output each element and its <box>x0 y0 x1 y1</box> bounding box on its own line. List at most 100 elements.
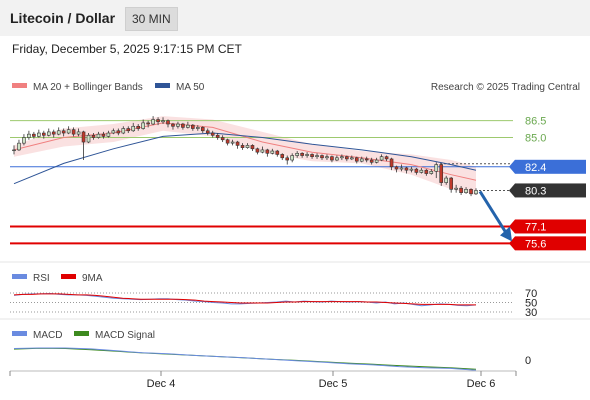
candle <box>205 130 210 134</box>
macd-legend-label: MACD <box>33 330 62 341</box>
candle <box>300 152 304 156</box>
macd-signal-legend-label: MACD Signal <box>95 330 155 341</box>
candle <box>474 190 478 195</box>
candle <box>96 133 101 138</box>
ma50-legend-label: MA 50 <box>176 82 205 93</box>
candle <box>210 132 215 136</box>
time-axis-label: Dec 6 <box>467 378 496 390</box>
candle <box>399 167 404 170</box>
candle <box>46 131 51 136</box>
rsi-ma-legend-swatch <box>61 274 76 279</box>
candle <box>335 157 339 161</box>
candle <box>166 120 170 125</box>
level-label-82.4: 82.4 <box>525 162 546 174</box>
ma20-legend-swatch <box>12 83 27 88</box>
candle <box>51 131 56 135</box>
candle <box>176 123 180 127</box>
candle <box>146 122 150 125</box>
level-label-75.6: 75.6 <box>525 238 546 250</box>
candle <box>310 154 314 157</box>
macd-tick-0: 0 <box>525 355 531 367</box>
chart-title: Litecoin / Dollar <box>10 10 116 26</box>
candle <box>196 127 200 129</box>
level-tag-80.3 <box>515 183 586 198</box>
candle <box>290 155 294 161</box>
candle <box>369 159 374 163</box>
candle <box>126 128 131 132</box>
chart-header <box>0 0 590 36</box>
candle <box>131 125 136 132</box>
time-axis-label: Dec 5 <box>319 378 348 390</box>
timestamp: Friday, December 5, 2025 9:17:15 PM CET <box>12 42 242 56</box>
candle <box>255 148 260 153</box>
candle <box>429 171 434 174</box>
candle <box>245 145 250 148</box>
candle <box>121 128 126 134</box>
candle <box>81 131 86 143</box>
candle <box>260 149 265 153</box>
rsi-ma-legend-label: 9MA <box>82 273 103 284</box>
candle <box>345 156 349 160</box>
candle <box>379 156 384 161</box>
rsi-tick-30: 30 <box>525 307 537 319</box>
candle <box>181 123 185 128</box>
candle <box>191 124 195 129</box>
candle <box>359 158 364 162</box>
level-tag-77.1 <box>515 219 586 234</box>
candle <box>454 187 458 190</box>
candle <box>215 134 220 138</box>
candle <box>12 149 16 152</box>
ma50-legend-swatch <box>155 83 170 88</box>
level-label-86.5: 86.5 <box>525 116 546 128</box>
candle <box>156 119 160 123</box>
candle <box>325 156 329 159</box>
candle <box>305 154 309 156</box>
macd-signal-legend-swatch <box>74 331 89 336</box>
candle <box>330 156 334 161</box>
candle <box>225 139 230 144</box>
level-tag-75.6 <box>515 236 586 251</box>
candle <box>384 156 389 160</box>
level-label-77.1: 77.1 <box>525 221 546 233</box>
candle <box>37 132 41 137</box>
candle <box>42 132 46 136</box>
level-label-80.3: 80.3 <box>525 185 546 197</box>
candle <box>350 157 354 160</box>
candle <box>414 168 419 173</box>
candle <box>364 158 369 161</box>
candle <box>71 129 76 135</box>
candle <box>200 127 205 132</box>
candle <box>186 124 190 128</box>
candle <box>230 141 235 144</box>
rsi-ma-line <box>13 293 476 306</box>
candle <box>91 134 96 138</box>
candle <box>459 187 463 193</box>
rsi-legend-swatch <box>12 274 27 279</box>
level-tag-pointer-75.6 <box>509 236 515 251</box>
macd-signal-line <box>13 347 477 370</box>
level-tag-pointer-80.3 <box>509 183 515 198</box>
candle <box>17 142 21 151</box>
candle <box>250 145 255 150</box>
candle <box>469 189 473 195</box>
candle <box>22 137 26 144</box>
macd-legend-swatch <box>12 331 27 336</box>
candle <box>116 130 121 134</box>
candle <box>315 155 319 157</box>
candle <box>354 157 359 162</box>
candle <box>240 145 245 148</box>
rsi-legend-label: RSI <box>33 273 50 284</box>
candle <box>419 169 424 173</box>
time-axis-label: Dec 4 <box>147 378 176 390</box>
candle <box>464 189 468 193</box>
candle <box>171 123 175 127</box>
candle <box>295 152 299 156</box>
candle <box>389 158 394 168</box>
interval-selector[interactable]: 30 MIN <box>125 7 178 31</box>
candle <box>136 125 140 129</box>
candle <box>56 130 61 135</box>
candle <box>32 133 36 137</box>
forecast-arrow-head <box>500 226 512 242</box>
candle <box>449 177 453 190</box>
